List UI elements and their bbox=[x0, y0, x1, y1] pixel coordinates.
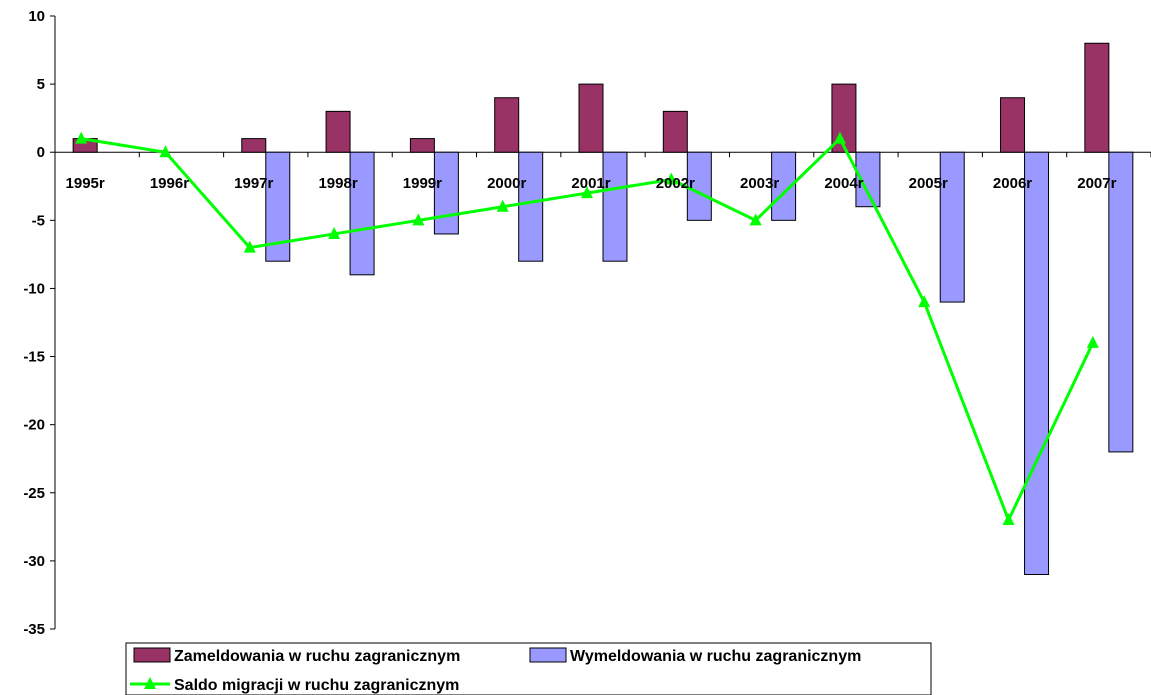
y-tick-label--5: -5 bbox=[32, 212, 45, 229]
legend-box bbox=[125, 642, 932, 695]
x-tick-label-1995r: 1995r bbox=[66, 175, 105, 192]
x-tick-label-2004r: 2004r bbox=[824, 175, 863, 192]
legend-label-zameldowania: Zameldowania w ruchu zagranicznym bbox=[174, 648, 460, 665]
x-tick-label-2002r: 2002r bbox=[656, 175, 695, 192]
marker-saldo-1997r bbox=[243, 240, 256, 253]
bar-wymeldowania-2007r bbox=[1108, 151, 1134, 453]
y-tick-label-0: 0 bbox=[37, 144, 45, 161]
bar-zameldowania-2001r bbox=[578, 83, 604, 153]
legend-swatch-wymeldowania bbox=[529, 647, 567, 663]
x-tick-label-2003r: 2003r bbox=[740, 175, 779, 192]
x-tick-label-1997r: 1997r bbox=[234, 175, 273, 192]
marker-saldo-2001r bbox=[581, 186, 593, 199]
bar-zameldowania-1998r bbox=[325, 110, 351, 153]
legend-swatch-zameldowania bbox=[133, 647, 171, 663]
marker-saldo-1996r bbox=[159, 145, 172, 158]
marker-saldo-2007r bbox=[1086, 335, 1099, 348]
x-tick-label-1996r: 1996r bbox=[150, 175, 189, 192]
marker-saldo-2002r bbox=[665, 172, 678, 185]
x-tick-label-2001r: 2001r bbox=[571, 175, 610, 192]
bar-wymeldowania-2002r bbox=[686, 151, 712, 221]
bar-wymeldowania-1999r bbox=[433, 151, 459, 235]
y-tick-label--20: -20 bbox=[23, 417, 45, 434]
x-tick-label-2007r: 2007r bbox=[1077, 175, 1116, 192]
y-tick-label-5: 5 bbox=[37, 76, 45, 93]
line-series-group bbox=[75, 131, 1099, 526]
marker-saldo-2000r bbox=[496, 199, 509, 212]
marker-saldo-1998r bbox=[328, 226, 341, 239]
bar-wymeldowania-2005r bbox=[939, 151, 965, 303]
bar-zameldowania-2000r bbox=[494, 97, 520, 153]
x-tick-label-2000r: 2000r bbox=[487, 175, 526, 192]
x-tick-labels: 1995r 1996r 1997r 1998r 1999r 2000r 2001r 2002r… bbox=[66, 175, 1117, 192]
bar-zameldowania-2006r bbox=[1000, 97, 1026, 153]
x-tick-label-1999r: 1999r bbox=[403, 175, 442, 192]
bar-zameldowania-1999r bbox=[409, 138, 435, 153]
marker-saldo-1999r bbox=[412, 213, 425, 226]
bars-group bbox=[72, 42, 1134, 576]
y-tick-label-10: 10 bbox=[28, 8, 45, 25]
bar-zameldowania-2007r bbox=[1084, 42, 1110, 153]
x-tick-label-2006r: 2006r bbox=[993, 175, 1032, 192]
marker-saldo-2005r bbox=[918, 295, 931, 308]
marker-saldo-1995r bbox=[75, 131, 88, 144]
legend-swatch-saldo-marker bbox=[144, 677, 156, 689]
y-tick-label--30: -30 bbox=[23, 553, 45, 570]
bar-zameldowania-1997r bbox=[241, 138, 267, 153]
y-tick-label--10: -10 bbox=[23, 280, 45, 297]
legend: Zameldowania w ruchu zagranicznym Wymeld… bbox=[125, 642, 932, 695]
y-tick-label--35: -35 bbox=[23, 621, 45, 638]
y-tick-label--25: -25 bbox=[23, 485, 45, 502]
bar-wymeldowania-2001r bbox=[602, 151, 628, 262]
marker-saldo-2004r bbox=[833, 131, 846, 144]
y-tick-label--15: -15 bbox=[23, 349, 45, 366]
marker-saldo-2006r bbox=[1002, 513, 1015, 526]
x-tick-label-1998r: 1998r bbox=[318, 175, 357, 192]
y-axis: 10 5 0 -5 -10 -15 -20 -25 -30 -35 bbox=[23, 8, 56, 638]
legend-label-saldo: Saldo migracji w ruchu zagranicznym bbox=[174, 677, 459, 694]
bar-wymeldowania-1998r bbox=[349, 151, 375, 276]
x-tick-label-2005r: 2005r bbox=[909, 175, 948, 192]
legend-label-wymeldowania: Wymeldowania w ruchu zagranicznym bbox=[570, 648, 861, 665]
marker-saldo-2003r bbox=[749, 213, 762, 226]
bar-wymeldowania-2000r bbox=[518, 151, 544, 262]
bar-wymeldowania-2006r bbox=[1024, 151, 1050, 576]
bar-zameldowania-2002r bbox=[662, 110, 688, 153]
